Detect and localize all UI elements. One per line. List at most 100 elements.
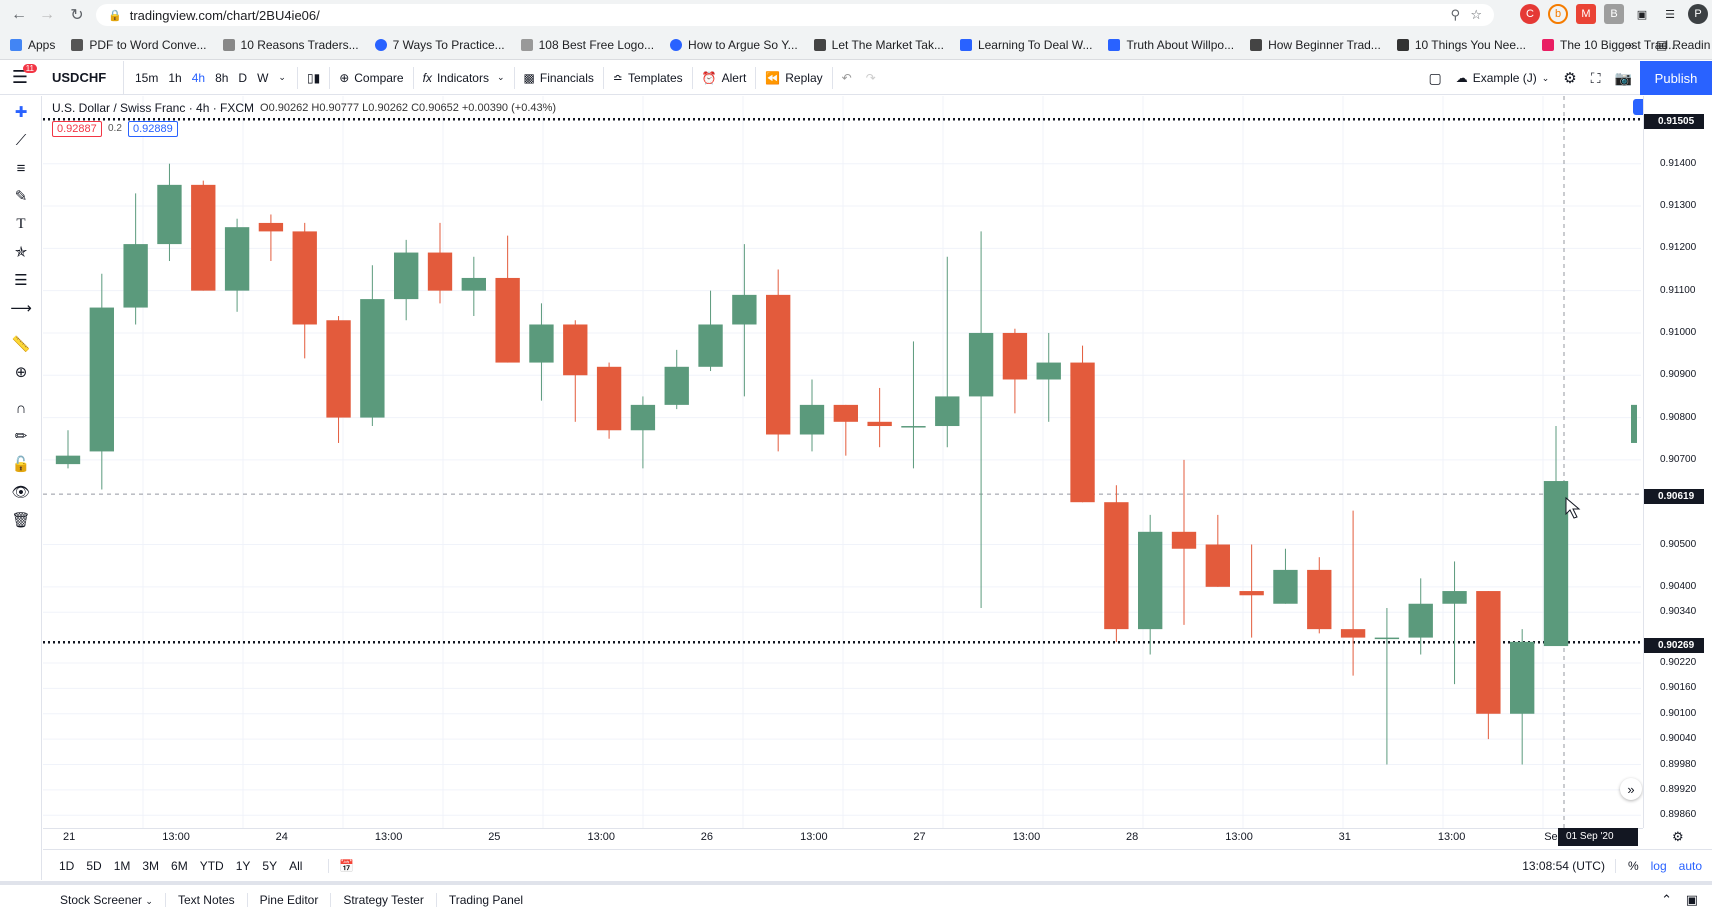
chevron-down-icon: ⌄ (145, 895, 153, 906)
bookmark-item[interactable]: Apps (10, 38, 55, 52)
candle-body (258, 222, 284, 232)
interval-4h[interactable]: 4h (191, 70, 206, 85)
bookmark-item[interactable]: How to Argue So Y... (670, 38, 798, 52)
bookmark-item[interactable]: How Beginner Trad... (1250, 38, 1381, 52)
sell-price-box[interactable]: 0.92887 (52, 121, 102, 137)
extension-red-icon[interactable]: C (1520, 4, 1540, 24)
extension-orange-icon[interactable]: b (1548, 4, 1568, 24)
layout-name-button[interactable]: ☁ Example (J) ⌄ (1455, 71, 1550, 85)
settings-gear-icon[interactable]: ⚙ (1563, 70, 1577, 87)
back-icon[interactable]: ← (11, 6, 27, 23)
interval-1h[interactable]: 1h (168, 70, 182, 85)
arrow-icon[interactable]: ⟶ (10, 300, 32, 317)
time-axis[interactable] (43, 828, 1643, 848)
percent-toggle[interactable]: % (1627, 859, 1639, 873)
interval-15m[interactable]: 15m (135, 70, 159, 85)
bookmark-item[interactable]: PDF to Word Conve... (71, 38, 207, 52)
fullscreen-icon[interactable]: ⛶ (1590, 69, 1601, 86)
reload-icon[interactable]: ↻ (70, 7, 84, 24)
indicators-button[interactable]: fx Indicators ⌄ (412, 66, 514, 89)
tab-pine-editor[interactable]: Pine Editor (248, 892, 332, 907)
zoom-icon[interactable]: ⚲ (1450, 7, 1460, 22)
magnet-icon[interactable]: ∩ (15, 399, 27, 417)
trend-line-icon[interactable]: ⟋ (15, 131, 27, 149)
prediction-tool-icon[interactable]: ☰ (14, 272, 28, 289)
reading-list-icon[interactable]: ☰ (1665, 8, 1675, 21)
tab-text-notes[interactable]: Text Notes (166, 892, 248, 907)
profile-avatar[interactable]: P (1688, 4, 1708, 24)
tab-stock-screener[interactable]: Stock Screener ⌄ (48, 892, 166, 907)
financials-button[interactable]: ▩ Financials (513, 66, 603, 89)
interval-d[interactable]: D (238, 70, 248, 85)
layout-select-icon[interactable]: ▢ (1428, 69, 1442, 86)
chevron-down-icon[interactable]: ⌄ (278, 72, 286, 82)
bookmark-item[interactable]: Let The Market Tak... (813, 38, 944, 52)
alert-button[interactable]: ⏰ Alert (691, 66, 756, 89)
range-5d[interactable]: 5D (86, 858, 102, 873)
publish-button[interactable]: Publish (1640, 61, 1712, 95)
utc-clock[interactable]: 13:08:54 (UTC) (1522, 859, 1616, 873)
text-tool-icon[interactable]: T (16, 215, 26, 232)
tab-strategy-tester[interactable]: Strategy Tester (331, 892, 437, 907)
bookmarks-overflow-icon[interactable]: » (1628, 37, 1635, 52)
interval-w[interactable]: W (257, 70, 269, 85)
bookmark-item[interactable]: 108 Best Free Logo... (520, 38, 654, 52)
camera-icon[interactable]: 📷 (1614, 69, 1632, 86)
redo-icon[interactable]: ↷ (865, 70, 876, 85)
crosshair-icon[interactable]: ✚ (14, 104, 28, 121)
bookmark-item[interactable]: 10 Reasons Traders... (222, 38, 359, 52)
bookmark-item[interactable]: Truth About Willpo... (1108, 38, 1234, 52)
candle-body (1476, 591, 1501, 714)
range-1y[interactable]: 1Y (235, 858, 251, 873)
range-ytd[interactable]: YTD (199, 858, 224, 873)
extension-gmail-icon[interactable]: M (1576, 4, 1596, 24)
extension-grey-icon[interactable]: B (1604, 4, 1624, 24)
candle-body (461, 277, 486, 291)
reading-list[interactable]: ▤ Readin (1656, 37, 1711, 52)
scroll-to-latest-icon[interactable]: » (1620, 778, 1642, 800)
range-6m[interactable]: 6M (171, 858, 188, 873)
templates-button[interactable]: ≏ Templates (602, 66, 692, 89)
compare-button[interactable]: ⊕ Compare (329, 66, 412, 89)
replay-icon: ⏪ (765, 70, 781, 85)
lock-icon[interactable]: 🔓 (11, 456, 31, 473)
price-chart[interactable] (43, 96, 1641, 828)
stay-drawing-icon[interactable]: ✏ (14, 428, 28, 445)
tab-trading-panel[interactable]: Trading Panel (448, 892, 524, 907)
range-5y[interactable]: 5Y (262, 858, 278, 873)
trash-icon[interactable]: 🗑 (11, 512, 31, 529)
chart-type-button[interactable]: ▯▮ (296, 66, 329, 89)
buy-price-box[interactable]: 0.92889 (128, 121, 178, 137)
main-menu-button[interactable]: ☰ 11 (0, 61, 40, 95)
eye-icon[interactable]: 👁 (11, 484, 31, 501)
bookmark-item[interactable]: The 10 Biggest Trad... (1542, 38, 1678, 52)
replay-button[interactable]: ⏪ Replay (755, 66, 831, 89)
symbol-search-button[interactable]: USDCHF (40, 60, 124, 95)
range-1m[interactable]: 1M (113, 858, 131, 873)
collapse-panel-icon[interactable]: ⌃ (1661, 891, 1672, 907)
goto-date-icon[interactable]: 📅 (328, 858, 354, 873)
auto-toggle[interactable]: auto (1678, 859, 1702, 873)
range-3m[interactable]: 3M (142, 858, 160, 873)
bookmark-item[interactable]: Learning To Deal W... (959, 38, 1092, 52)
pattern-tool-icon[interactable]: ✯ (14, 244, 28, 261)
axis-settings-icon[interactable]: ⚙ (1672, 829, 1684, 844)
ruler-icon[interactable]: 📏 (11, 336, 31, 353)
maximize-panel-icon[interactable]: ▣ (1685, 891, 1698, 907)
zoom-in-icon[interactable]: ⊕ (14, 364, 28, 381)
range-all[interactable]: All (289, 858, 303, 873)
star-icon[interactable]: ☆ (1470, 7, 1482, 22)
time-tick-label: 21 (63, 831, 76, 843)
range-1d[interactable]: 1D (59, 858, 75, 873)
undo-button[interactable]: ↶ ↷ (831, 66, 885, 89)
log-toggle[interactable]: log (1650, 859, 1667, 873)
interval-8h[interactable]: 8h (215, 70, 229, 85)
forward-icon[interactable]: → (39, 6, 55, 23)
fib-retracement-icon[interactable]: ≡ (16, 159, 26, 177)
bookmark-item[interactable]: 10 Things You Nee... (1396, 38, 1526, 52)
brush-icon[interactable]: ✎ (14, 188, 28, 205)
puzzle-icon[interactable]: ▣ (1636, 8, 1648, 21)
bookmark-item[interactable]: 7 Ways To Practice... (374, 38, 505, 52)
price-axis[interactable] (1643, 96, 1712, 828)
address-bar[interactable]: 🔒 tradingview.com/chart/2BU4ie06/ ⚲ ☆ (96, 4, 1494, 26)
